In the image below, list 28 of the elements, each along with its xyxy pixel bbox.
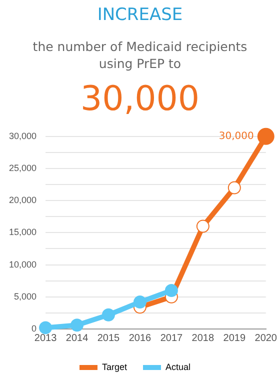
data-label: 30,000 bbox=[218, 130, 254, 142]
chart-title: INCREASE bbox=[96, 5, 184, 27]
y-tick-label: 25,000 bbox=[8, 162, 37, 173]
x-tick-label: 2019 bbox=[223, 332, 246, 344]
legend-label: Target bbox=[102, 362, 128, 372]
legend-label: Actual bbox=[166, 362, 191, 372]
point bbox=[39, 321, 52, 334]
y-tick-label: 20,000 bbox=[8, 195, 37, 206]
x-tick-label: 2020 bbox=[254, 332, 278, 344]
x-tick-label: 2015 bbox=[97, 332, 120, 344]
x-tick-label: 2013 bbox=[34, 332, 58, 344]
text: 30,000 bbox=[80, 78, 200, 121]
y-tick-label: 10,000 bbox=[8, 259, 37, 270]
point bbox=[228, 181, 241, 194]
point bbox=[70, 318, 84, 332]
text: 5,000 bbox=[14, 291, 37, 302]
chart-subtitle: the number of Medicaid recipients using PrEP to bbox=[32, 38, 248, 72]
y-tick-label: 0 bbox=[32, 323, 37, 334]
point bbox=[164, 284, 178, 297]
point bbox=[133, 296, 146, 309]
y-tick-label: 30,000 bbox=[8, 130, 37, 141]
point bbox=[196, 220, 210, 233]
x-tick-label: 2018 bbox=[192, 332, 214, 344]
x-tick-label: 2014 bbox=[66, 332, 89, 344]
point bbox=[102, 308, 115, 322]
y-tick-label: 15,000 bbox=[8, 227, 37, 238]
x-tick-label: 2016 bbox=[128, 332, 152, 344]
x-tick-label: 2017 bbox=[160, 332, 183, 344]
